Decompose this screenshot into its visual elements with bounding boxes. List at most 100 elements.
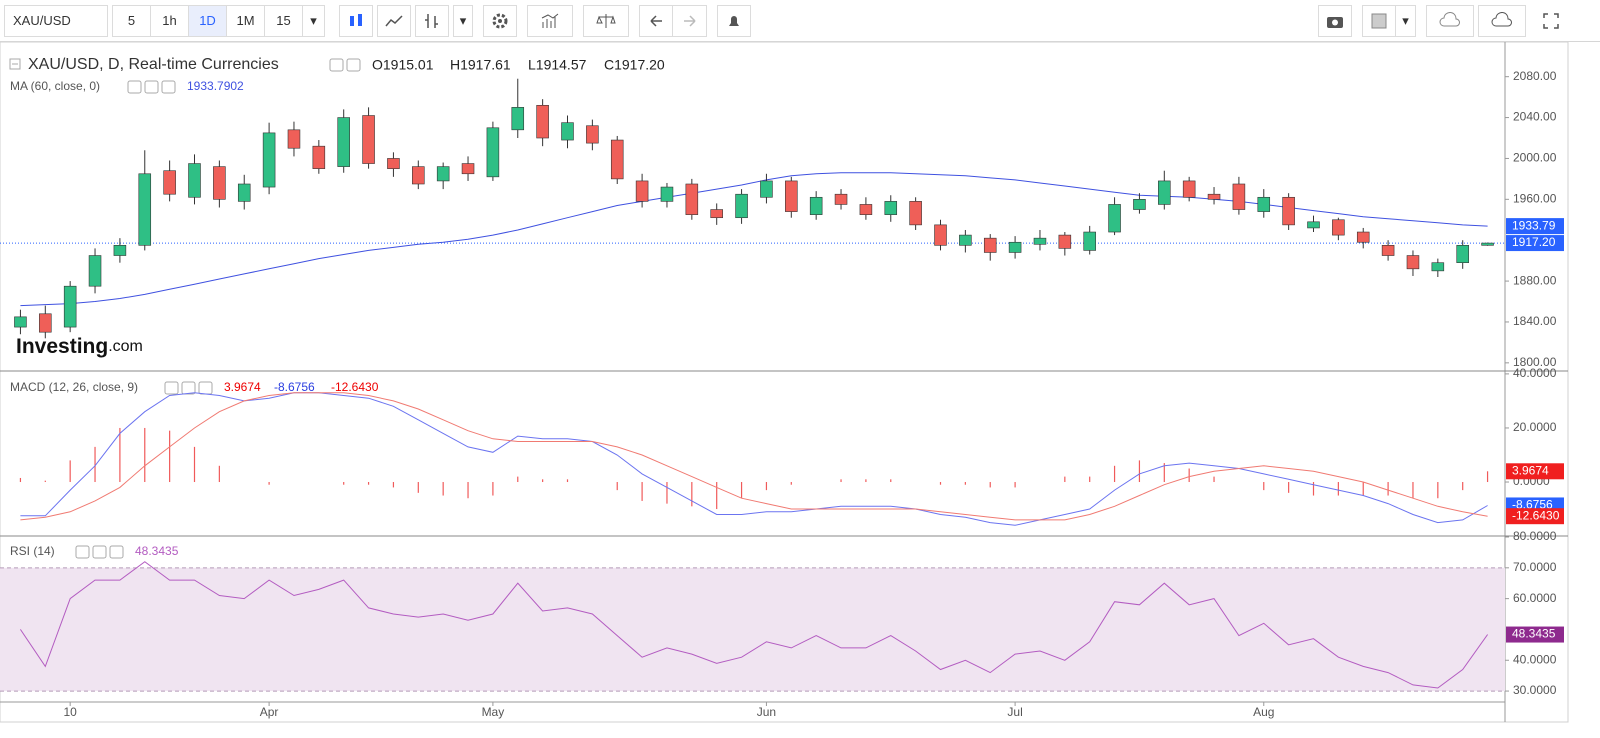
candle-body [1307,221,1320,229]
legend-icons [9,58,361,559]
price-tag [1506,235,1564,252]
histogram-value: 3.9674 [224,380,261,394]
price-tag-label: 1917.20 [1512,235,1556,249]
y-tick-label: 1800.00 [1513,355,1557,369]
candle-body [362,115,375,164]
candle-body [909,201,922,226]
candle-body [412,166,425,185]
interval-group: 5 1h 1D 1M 15 [112,4,303,37]
candle-body [461,163,475,175]
candle-body [113,245,127,256]
candle-body [88,255,102,287]
alert-button[interactable] [717,4,751,37]
settings-button[interactable] [483,4,517,37]
ohlc-value: H1917.61 [450,57,511,73]
price-tag [1506,626,1564,643]
redo-button[interactable] [673,4,707,37]
x-tick-label: Apr [260,705,279,719]
y-tick-label: 40.0000 [1513,652,1557,666]
candle-body [834,193,848,205]
x-tick-label: Aug [1253,705,1274,719]
candle-body [561,122,574,141]
interval-button[interactable]: 1M [227,4,265,37]
candle-style-button[interactable] [339,4,373,37]
candle-body [959,234,972,246]
rsi-legend: RSI (14) [10,544,55,558]
candle-body [63,285,77,328]
ohlc-value: L1914.57 [528,57,587,73]
candle-body [635,180,649,202]
candle-body [1008,241,1022,253]
candle-body [387,158,400,169]
candle-body [436,166,450,182]
bar-style-button[interactable] [415,4,449,37]
interval-dropdown[interactable]: ▾ [303,4,325,37]
candle-body [536,104,549,139]
line-style-button[interactable] [377,4,411,37]
x-tick-label: Jun [757,705,776,719]
candle-body [14,316,27,328]
candle-body [1033,237,1047,245]
candle-body [710,209,723,219]
symbol-input[interactable]: XAU/USD [4,4,108,37]
candle-body [1481,242,1494,246]
candle-body [486,127,500,178]
y-tick-label: 60.0000 [1513,591,1557,605]
undo-button[interactable] [639,4,673,37]
interval-button[interactable]: 15 [265,4,303,37]
watermark-brand: Investing [16,335,108,358]
y-tick-label: 2040.00 [1513,110,1557,124]
y-tick-label: 1960.00 [1513,191,1557,205]
ohlc-value: C1917.20 [604,57,665,73]
indicator-line [19,561,1489,689]
indicators-button[interactable] [527,4,573,37]
candle-body [1456,245,1469,263]
candle-body [610,139,624,180]
fullscreen-button[interactable] [1534,4,1568,37]
candle-body [312,145,326,169]
candle-body [1133,199,1146,210]
candle-body [1108,204,1121,233]
candle-body [1282,196,1295,226]
candle-body [138,173,152,246]
candle-body [760,180,773,198]
layout-button[interactable] [1362,4,1396,37]
save-button[interactable] [1478,4,1526,37]
candle-body [685,183,699,215]
candle-body [1381,245,1395,256]
watermark-domain: .com [108,338,143,355]
candle-body [1431,262,1445,272]
y-tick-label: 30.0000 [1513,683,1557,697]
signal-value: -12.6430 [331,380,379,394]
load-button[interactable] [1426,4,1474,37]
interval-button[interactable]: 1D [189,4,227,37]
frame [0,41,1569,723]
snapshot-button[interactable] [1318,4,1352,37]
candle-body [1083,231,1096,251]
layout-dropdown[interactable]: ▾ [1396,4,1416,37]
candle-body [586,125,599,144]
watermark: Investing.com [16,335,143,358]
rsi-band [0,567,1505,692]
indicator-line [20,392,1488,526]
y-tick-label: 2000.00 [1513,151,1557,165]
candle-body [1232,183,1246,210]
candle-body [1332,219,1345,236]
compare-button[interactable] [583,4,629,37]
candle-body [1158,180,1171,205]
interval-button[interactable]: 5 [113,4,151,37]
candle-body [511,107,525,131]
candle-body [735,193,748,219]
ma-legend: MA (60, close, 0) [10,79,100,93]
y-tick-label: 20.0000 [1513,420,1557,434]
interval-button[interactable]: 1h [151,4,189,37]
candle-body [1356,231,1370,243]
y-tick-label: 2080.00 [1513,69,1557,83]
price-tag-label: -8.6756 [1512,498,1553,512]
rsi-value: 48.3435 [135,544,179,558]
style-dropdown[interactable]: ▾ [453,4,473,37]
candle-body [1058,234,1072,249]
y-tick-label: 40.0000 [1513,366,1557,380]
